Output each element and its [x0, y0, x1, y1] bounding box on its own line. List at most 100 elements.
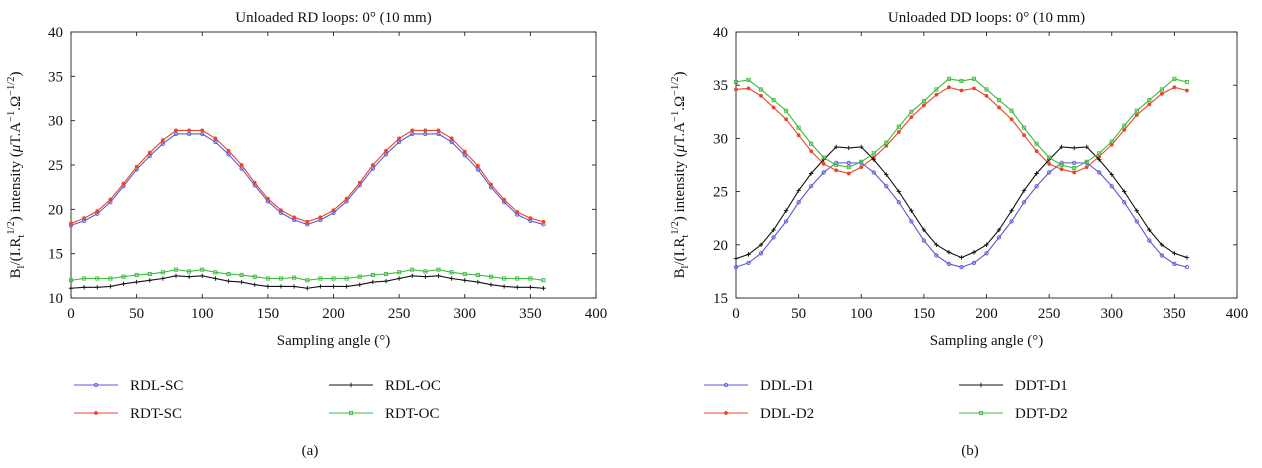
data-point — [173, 273, 179, 279]
legend-marker — [93, 382, 99, 388]
data-point — [733, 256, 739, 261]
data-point — [410, 128, 415, 133]
data-point — [436, 267, 441, 272]
data-point — [934, 87, 939, 92]
data-point — [357, 180, 362, 185]
data-point — [134, 164, 139, 169]
data-point — [934, 242, 939, 247]
legend-label: DDT-D2 — [1015, 406, 1068, 422]
data-point — [305, 286, 310, 291]
data-point — [147, 278, 152, 283]
data-point — [796, 125, 801, 130]
data-point — [1109, 142, 1114, 147]
data-point — [370, 163, 375, 167]
data-point — [134, 279, 139, 285]
chart-title: Unloaded RD loops: 0° (10 mm) — [235, 10, 431, 26]
series-RDT-OC — [68, 267, 546, 283]
data-point — [488, 274, 494, 279]
legend-label: RDT-OC — [385, 406, 439, 422]
data-point — [971, 76, 977, 81]
data-point — [1097, 151, 1102, 156]
data-point — [423, 269, 428, 274]
data-point — [1046, 157, 1052, 162]
data-point — [946, 261, 952, 267]
data-point — [1134, 108, 1139, 113]
data-point — [213, 136, 218, 141]
data-point — [160, 270, 165, 275]
data-point — [809, 149, 814, 154]
data-point — [279, 208, 283, 213]
x-tick-label: 300 — [454, 306, 477, 322]
data-point — [1159, 253, 1165, 258]
data-point — [68, 278, 74, 283]
data-point — [541, 219, 546, 224]
data-point — [305, 219, 310, 224]
y-tick-label: 40 — [48, 25, 63, 41]
data-point — [758, 242, 764, 247]
data-point — [265, 276, 270, 281]
x-tick-label: 100 — [850, 306, 873, 322]
data-point — [1084, 165, 1089, 170]
data-point — [291, 284, 297, 289]
data-point — [384, 148, 388, 153]
legend-marker — [978, 410, 984, 416]
data-point — [134, 272, 139, 277]
data-point — [278, 276, 284, 281]
data-point — [147, 150, 152, 155]
data-point — [896, 189, 902, 194]
legend-marker — [724, 411, 728, 415]
chart-title: Unloaded DD loops: 0° (10 mm) — [888, 10, 1085, 26]
legend-marker — [723, 382, 729, 388]
panel-a-chart: Unloaded RD loops: 0° (10 mm) 0 50 100 150 20… — [6, 10, 607, 459]
data-point — [292, 215, 297, 220]
data-point — [759, 87, 764, 92]
data-point — [1009, 208, 1014, 213]
data-point — [1159, 87, 1164, 92]
data-point — [95, 209, 100, 214]
legend-label: DDL-D2 — [760, 406, 814, 422]
data-point — [95, 285, 100, 290]
data-point — [292, 275, 297, 280]
data-point — [946, 250, 952, 255]
data-point — [896, 124, 901, 129]
data-point — [1109, 172, 1114, 177]
data-point — [1109, 139, 1114, 144]
plot-area — [735, 31, 1238, 299]
data-point — [1059, 144, 1064, 150]
data-point — [1097, 157, 1102, 162]
y-tick-label: 35 — [48, 69, 63, 85]
data-point — [68, 286, 74, 291]
data-point — [746, 77, 751, 82]
data-point — [265, 284, 271, 289]
data-point — [1122, 123, 1127, 128]
data-point — [423, 128, 428, 133]
y-tick-label: 20 — [713, 238, 728, 254]
data-point — [147, 272, 152, 277]
series-DDL-D1 — [733, 160, 1190, 270]
data-point — [1185, 88, 1189, 93]
y-tick-label: 20 — [48, 202, 63, 218]
data-point — [1147, 98, 1152, 103]
x-tick-label: 100 — [191, 306, 214, 322]
data-point — [436, 128, 441, 133]
data-point — [515, 285, 520, 290]
data-point — [187, 128, 192, 133]
data-point — [383, 278, 389, 284]
x-tick-label: 350 — [1163, 306, 1186, 322]
data-point — [946, 76, 951, 81]
data-point — [1022, 133, 1026, 138]
data-point — [1009, 219, 1014, 224]
data-point — [1021, 200, 1027, 205]
data-point — [859, 144, 864, 150]
legend: RDL-SC RDT-SC RDL-OC RDT-OC — [74, 378, 441, 422]
data-point — [996, 98, 1002, 103]
data-point — [1047, 162, 1052, 166]
data-point — [846, 171, 851, 176]
data-point — [489, 182, 493, 187]
x-tick-label: 400 — [585, 306, 608, 322]
data-point — [846, 160, 851, 166]
data-point — [971, 250, 977, 255]
data-point — [462, 278, 467, 283]
series-DDT-D1 — [733, 144, 1190, 261]
data-point — [1084, 144, 1089, 150]
